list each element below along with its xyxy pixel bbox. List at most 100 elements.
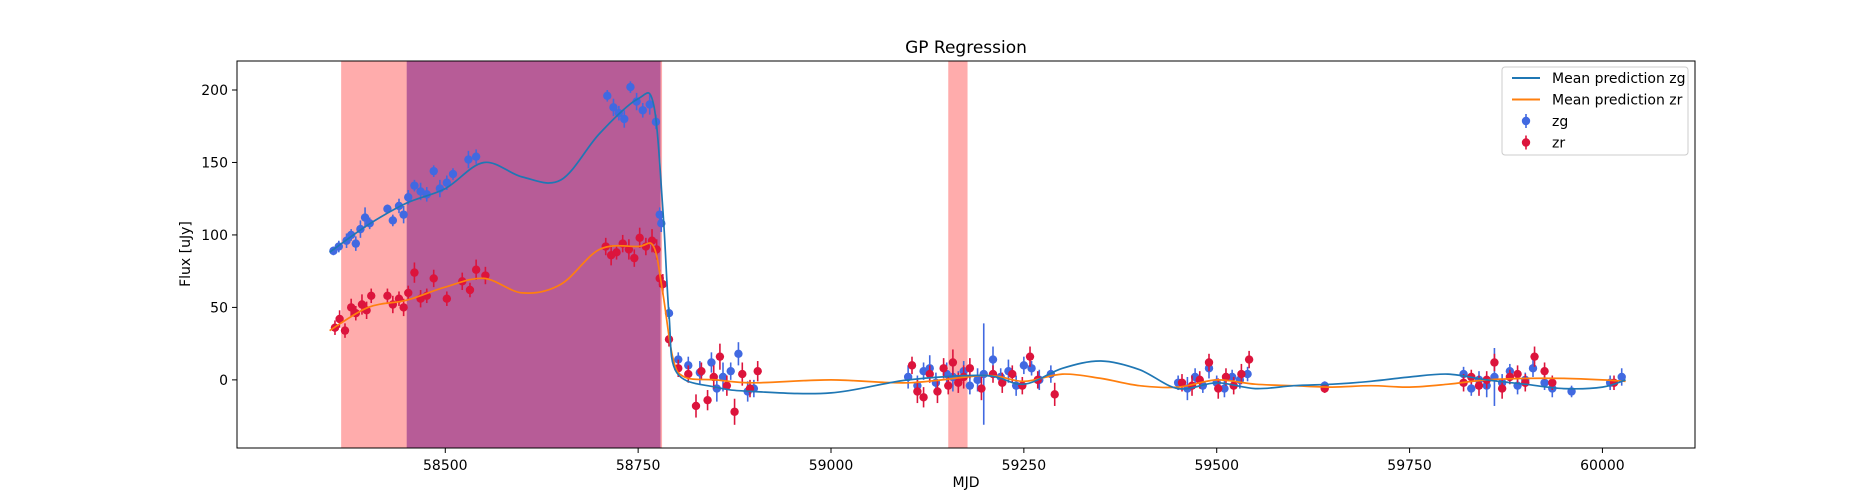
zg-point-4 <box>351 236 360 251</box>
zr-marker <box>442 294 452 303</box>
zg-marker <box>734 349 743 358</box>
zr-point-24 <box>612 245 621 260</box>
zg-point-28 <box>638 103 647 118</box>
zr-point-83 <box>1513 365 1522 383</box>
zr-marker <box>367 291 376 301</box>
zg-marker <box>1467 384 1476 393</box>
x-axis-ticks: 58500 58750 59000 59250 59500 59750 60000 <box>423 448 1625 474</box>
zr-point-7 <box>367 288 376 304</box>
y-axis-ticks: 0 50 100 150 200 <box>201 83 237 389</box>
zr-point-47 <box>907 356 917 375</box>
zr-point-17 <box>442 291 452 306</box>
zr-marker <box>1548 378 1557 387</box>
zr-point-69 <box>1204 353 1214 372</box>
zg-marker <box>383 204 392 214</box>
zr-marker <box>933 387 942 396</box>
x-tick-label: 59750 <box>1387 458 1432 474</box>
zr-point-42 <box>722 375 732 396</box>
zg-marker <box>429 166 438 176</box>
legend-entry-3: zr <box>1521 135 1565 152</box>
zr-marker <box>954 378 963 387</box>
zr-marker <box>1490 358 1499 367</box>
zg-marker <box>638 106 647 115</box>
zr-point-3 <box>346 298 356 317</box>
zr-marker <box>1025 352 1035 361</box>
zr-marker <box>1244 355 1254 364</box>
zg-point-19 <box>448 168 458 180</box>
zg-marker <box>626 82 635 92</box>
axes-frame <box>236 60 1696 449</box>
zg-point-60 <box>1019 356 1029 375</box>
zg-point-53 <box>965 376 975 395</box>
zg-point-37 <box>707 352 716 373</box>
zr-marker <box>965 364 975 373</box>
zr-point-12 <box>404 285 413 301</box>
zr-marker <box>1521 378 1530 387</box>
zr-marker <box>939 364 948 373</box>
legend-entry-0: Mean prediction zg <box>1512 71 1686 87</box>
zr-marker <box>429 274 438 283</box>
zr-point-58 <box>977 376 986 401</box>
zr-marker <box>684 369 693 379</box>
zr-marker <box>340 326 350 335</box>
zg-marker <box>718 372 728 382</box>
zr-marker <box>1008 369 1017 379</box>
zg-marker <box>1243 369 1252 379</box>
zg-point-89 <box>1617 368 1626 386</box>
zr-marker <box>1513 369 1522 379</box>
y-tick-label: 100 <box>201 228 228 244</box>
zg-marker <box>404 193 413 202</box>
zr-point-28 <box>635 227 644 248</box>
zr-point-80 <box>1490 353 1499 372</box>
zr-marker <box>383 291 392 301</box>
zg-marker <box>464 155 473 164</box>
legend-marker-swatch <box>1521 116 1531 126</box>
zg-marker <box>965 381 975 390</box>
zr-marker <box>907 361 917 370</box>
zg-point-20 <box>464 150 473 169</box>
zr-marker <box>346 303 356 312</box>
legend-box <box>1501 66 1689 156</box>
zg-point-21 <box>471 149 481 164</box>
zg-marker <box>1617 372 1626 382</box>
zg-marker <box>988 355 998 364</box>
zr-point-37 <box>691 394 701 418</box>
zr-marker <box>630 253 639 263</box>
zr-marker <box>1320 384 1329 393</box>
zr-marker <box>635 233 644 243</box>
zg-marker <box>632 97 641 106</box>
zg-marker <box>1528 364 1538 373</box>
zr-marker <box>658 280 668 289</box>
zg-point-29 <box>645 94 654 115</box>
zg-marker <box>448 169 458 179</box>
zg-marker <box>388 216 398 225</box>
zr-marker <box>357 300 367 309</box>
zg-point-73 <box>1243 366 1252 382</box>
zr-point-51 <box>933 379 942 404</box>
zr-point-36 <box>684 365 693 383</box>
legend-entries: Mean prediction zg Mean prediction zr zg zr <box>1512 71 1686 152</box>
zg-point-25 <box>620 110 629 128</box>
zg-marker <box>973 375 982 385</box>
zr-marker <box>944 381 953 390</box>
zr-marker <box>335 314 344 324</box>
zr-marker <box>691 401 701 411</box>
zr-marker <box>399 303 408 312</box>
legend-label: Mean prediction zr <box>1552 93 1683 109</box>
zg-marker <box>351 239 360 248</box>
x-tick-label: 58500 <box>423 458 468 474</box>
zg-marker <box>603 91 612 100</box>
zr-marker <box>998 378 1007 387</box>
zr-marker <box>722 381 732 390</box>
zg-marker <box>707 358 716 367</box>
zg-marker <box>645 100 654 109</box>
zr-point-73 <box>1237 363 1246 385</box>
zr-marker <box>410 268 419 277</box>
zr-point-52 <box>939 358 948 379</box>
legend: Mean prediction zg Mean prediction zr zg zr <box>1501 66 1689 156</box>
zr-marker <box>612 248 621 257</box>
zr-marker <box>404 288 413 298</box>
zg-point-27 <box>632 92 641 111</box>
zr-point-2 <box>340 323 350 338</box>
zr-marker <box>919 393 928 402</box>
